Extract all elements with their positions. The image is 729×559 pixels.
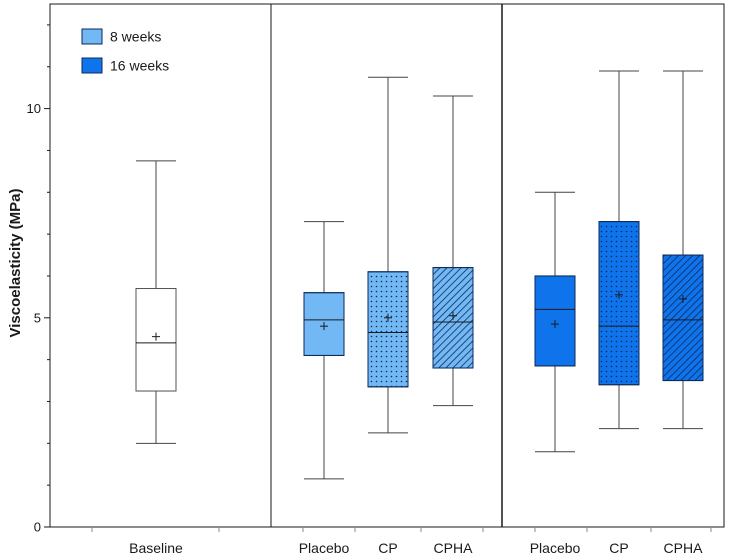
box-outline <box>534 275 576 367</box>
box-outline <box>367 271 409 388</box>
box-hatch-pattern <box>663 255 703 381</box>
x-category-label: CP <box>609 540 628 556</box>
y-tick-label: 10 <box>27 101 41 116</box>
plot-frame <box>49 3 725 528</box>
legend: 8 weeks 16 weeks <box>81 28 169 74</box>
box-16-weeks-placebo <box>534 191 576 453</box>
legend-item: 16 weeks <box>81 57 169 74</box>
box-layer: Baseline Placebo CP CPHA Placebo CP CPHA <box>129 70 704 556</box>
box-outline <box>598 221 640 386</box>
legend-label: 16 weeks <box>110 58 169 74</box>
y-tick-label: 5 <box>34 310 41 325</box>
legend-item: 8 weeks <box>81 28 161 45</box>
x-category-label: CP <box>378 540 397 556</box>
legend-swatch <box>81 28 103 45</box>
box-16-weeks-cpha <box>662 70 704 430</box>
legend-label: 8 weeks <box>110 29 161 45</box>
x-category-label: CPHA <box>434 540 474 556</box>
x-category-label: Placebo <box>530 540 581 556</box>
y-tick-label: 0 <box>34 520 41 535</box>
axis-layer: 0 5 10 <box>27 24 712 535</box>
box-8-weeks-cpha <box>432 95 474 407</box>
box-outline <box>135 288 177 392</box>
box-outline <box>303 292 345 356</box>
box-outline <box>662 254 704 382</box>
box-dot-pattern <box>599 221 639 385</box>
box-16-weeks-cp <box>598 70 640 430</box>
y-axis-title: Viscoelasticity (MPa) <box>7 189 24 338</box>
x-category-label: Placebo <box>299 540 350 556</box>
box-dot-pattern <box>368 271 408 387</box>
box-outline <box>432 267 474 369</box>
box-8-weeks-placebo <box>303 221 345 480</box>
plot-border <box>49 3 725 528</box>
legend-swatch <box>81 57 103 74</box>
x-category-label: CPHA <box>664 540 704 556</box>
x-category-label: Baseline <box>129 540 183 556</box>
box-baseline-baseline <box>135 160 177 444</box>
box-8-weeks-cp <box>367 76 409 434</box>
